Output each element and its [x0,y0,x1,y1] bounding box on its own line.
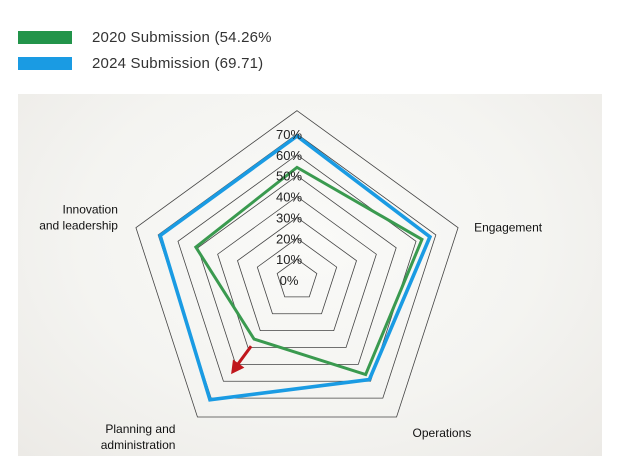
axis-label: administration [101,438,176,452]
axis-label: Engagement [474,221,543,235]
r-tick-label: 60% [276,148,302,163]
axis-label: and leadership [39,219,118,233]
r-tick-label: 50% [276,169,302,184]
r-tick-label: 20% [276,231,302,246]
axis-label: Planning and [105,422,175,436]
r-tick-label: 10% [276,252,302,267]
legend-swatch-2024 [18,56,72,70]
legend: 2020 Submission (54.26% 2024 Submission … [18,24,272,76]
grid-outer-ring [135,110,459,418]
grid-ring [276,258,318,298]
legend-label-2024: 2024 Submission (69.71) [92,54,264,72]
axis-label: Academics [268,94,327,96]
r-tick-label: 70% [276,127,302,142]
grid-ring [197,175,397,365]
annotation-arrow-shaft [235,345,253,367]
legend-item-2024: 2024 Submission (69.71) [18,50,272,76]
grid-ring [217,196,377,348]
r-tick-label: 0% [280,273,299,288]
legend-label-2020: 2020 Submission (54.26% [92,28,272,46]
grid-ring [177,154,417,382]
series-2020-line [193,165,424,377]
axis-label: Innovation [63,203,118,217]
grid-ring [237,216,357,332]
axis-label: Operations [413,426,472,440]
radar-chart-panel: 0% 10% 20% 30% 40% 50% 60% 70% Academics Engageme… [18,94,602,456]
legend-swatch-2020 [18,30,72,44]
annotation-arrow-head [231,359,245,375]
legend-item-2020: 2020 Submission (54.26% [18,24,272,50]
grid-ring [256,237,338,315]
r-tick-label: 40% [276,190,302,205]
series-2024-line [158,133,433,402]
radar-chart: 0% 10% 20% 30% 40% 50% 60% 70% Academics Engageme… [39,94,543,452]
r-tick-label: 30% [276,210,302,225]
